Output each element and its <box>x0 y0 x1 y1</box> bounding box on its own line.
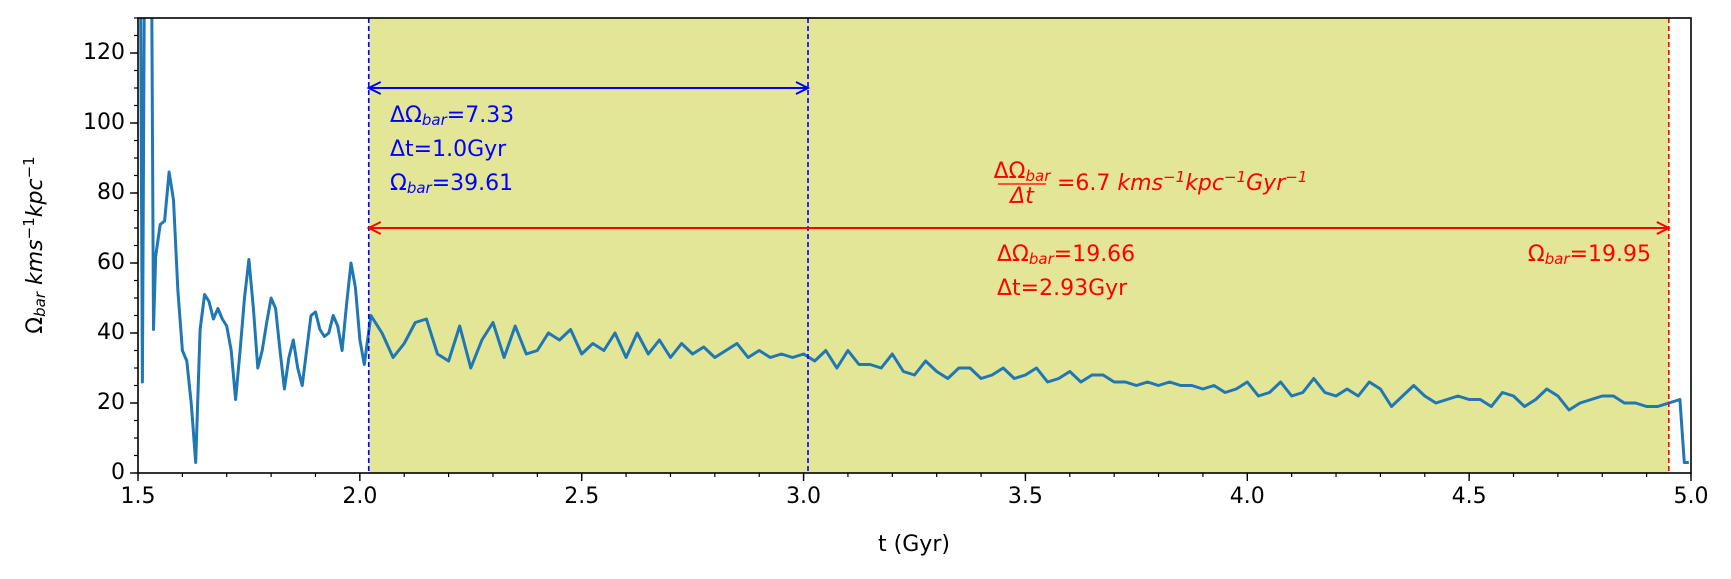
text-segment: bar <box>31 291 49 317</box>
x-tick-label: 4.5 <box>1452 484 1487 509</box>
arrow-head <box>366 81 811 95</box>
text-segment: bar <box>407 179 433 197</box>
text-segment: −1 <box>1285 168 1307 186</box>
text-segment: kms <box>1117 171 1163 196</box>
data-line <box>139 18 1689 464</box>
text-segment: bar <box>1545 250 1571 268</box>
text-segment: Δt=1.0Gyr <box>390 137 507 162</box>
y-tick-label: 0 <box>111 460 125 485</box>
x-tick-label: 1.5 <box>121 484 156 509</box>
y-tick-label: 100 <box>83 110 125 135</box>
text-segment: Δt=2.93Gyr <box>997 276 1128 301</box>
text-segment: −1 <box>1163 168 1185 186</box>
text-segment: =39.61 <box>432 171 513 196</box>
x-tick-label: 2.0 <box>342 484 377 509</box>
text-segment: kpc <box>23 178 48 217</box>
y-tick-label: 40 <box>97 320 125 345</box>
text-segment: −1 <box>20 217 38 239</box>
annotation: Δt=2.93Gyr <box>997 276 1128 301</box>
text-segment: ΔΩ <box>994 159 1026 184</box>
annotation: Δt=1.0Gyr <box>390 137 507 162</box>
text-segment: bar <box>422 111 448 129</box>
fraction-denominator: Δt <box>1008 184 1035 209</box>
x-tick-label: 5.0 <box>1674 484 1709 509</box>
x-tick-label: 2.5 <box>564 484 599 509</box>
text-segment: −1 <box>20 156 38 178</box>
x-tick-label: 4.0 <box>1230 484 1265 509</box>
text-segment: ΔΩ <box>390 103 422 128</box>
y-tick-label: 80 <box>97 180 125 205</box>
x-axis-label: t (Gyr) <box>878 532 950 557</box>
x-tick-label: 3.5 <box>1008 484 1043 509</box>
text-segment: Ω <box>23 317 48 334</box>
text-segment: kms <box>23 239 48 292</box>
text-segment: =7.33 <box>447 103 514 128</box>
text-segment: =19.66 <box>1054 242 1135 267</box>
annotation: ΔΩbar=7.33 <box>390 103 514 129</box>
text-segment: bar <box>1025 167 1051 185</box>
text-segment: Gyr <box>1246 171 1287 196</box>
text-segment: −1 <box>1224 168 1246 186</box>
text-segment: Δt <box>1008 184 1035 209</box>
fraction-numerator: ΔΩbar <box>994 159 1052 185</box>
text-segment: =6.7 <box>1050 171 1117 196</box>
annotation: Ωbar=19.95 <box>1528 242 1651 268</box>
y-tick-label: 20 <box>97 390 125 415</box>
y-tick-label: 60 <box>97 250 125 275</box>
annotation: ΔΩbar=19.66 <box>997 242 1135 268</box>
text-segment: ΔΩ <box>997 242 1029 267</box>
text-segment: Ω <box>390 171 407 196</box>
text-segment: bar <box>1029 250 1055 268</box>
text-segment: Ω <box>1528 242 1545 267</box>
arrow-head <box>366 221 1672 235</box>
x-tick-label: 3.0 <box>786 484 821 509</box>
text-segment: kpc <box>1185 171 1224 196</box>
y-tick-label: 120 <box>83 40 125 65</box>
y-axis-label: Ωbar kms−1kpc−1 <box>20 156 49 333</box>
rate-text: =6.7 kms−1kpc−1Gyr−1 <box>1050 168 1307 196</box>
annotation: Ωbar=39.61 <box>390 171 513 197</box>
text-segment: =19.95 <box>1570 242 1651 267</box>
